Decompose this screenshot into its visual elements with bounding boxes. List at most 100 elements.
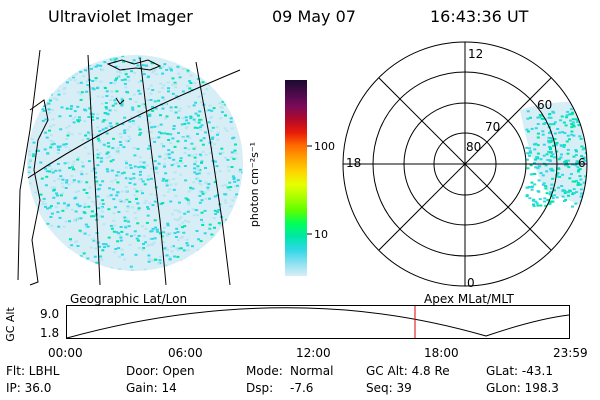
emission-pixel: [179, 173, 183, 176]
emission-pixel: [218, 59, 222, 62]
emission-pixel: [65, 74, 69, 77]
emission-pixel: [124, 73, 128, 76]
emission-pixel: [175, 236, 178, 238]
emission-pixel: [115, 149, 119, 152]
emission-pixel: [114, 79, 117, 82]
emission-pixel: [576, 160, 580, 163]
emission-pixel: [227, 169, 231, 172]
emission-pixel: [51, 58, 55, 61]
emission-pixel: [124, 86, 128, 89]
emission-pixel: [75, 217, 78, 220]
emission-pixel: [135, 237, 139, 240]
emission-pixel: [227, 257, 231, 260]
emission-pixel: [146, 214, 150, 217]
emission-pixel: [52, 188, 56, 191]
emission-pixel: [117, 232, 121, 235]
emission-pixel: [137, 125, 141, 128]
emission-pixel: [131, 106, 135, 109]
emission-pixel: [121, 55, 125, 58]
emission-pixel: [32, 141, 36, 144]
emission-pixel: [194, 153, 198, 156]
emission-pixel: [165, 179, 168, 182]
emission-pixel: [106, 195, 110, 198]
emission-pixel: [118, 234, 122, 237]
emission-pixel: [101, 249, 105, 252]
emission-pixel: [149, 193, 153, 196]
emission-pixel: [553, 156, 556, 159]
emission-pixel: [237, 121, 241, 124]
emission-pixel: [137, 207, 141, 210]
emission-pixel: [550, 167, 554, 170]
emission-pixel: [76, 119, 80, 122]
emission-pixel: [585, 128, 587, 131]
emission-pixel: [225, 218, 229, 221]
emission-pixel: [526, 167, 530, 170]
emission-pixel: [582, 108, 585, 111]
emission-pixel: [94, 65, 98, 68]
emission-pixel: [226, 60, 230, 63]
emission-pixel: [208, 60, 212, 63]
emission-pixel: [586, 131, 587, 134]
emission-pixel: [164, 172, 168, 175]
polar-mlt-6: 6: [578, 156, 586, 170]
emission-pixel: [167, 153, 171, 156]
emission-pixel: [127, 225, 131, 228]
emission-pixel: [145, 164, 149, 167]
emission-pixel: [588, 145, 590, 147]
emission-pixel: [116, 70, 120, 73]
emission-pixel: [99, 160, 103, 163]
emission-pixel: [157, 262, 161, 265]
emission-pixel: [106, 170, 110, 173]
emission-pixel: [575, 150, 578, 153]
emission-pixel: [94, 247, 97, 250]
emission-pixel: [588, 175, 590, 177]
emission-pixel: [572, 188, 576, 191]
emission-pixel: [239, 61, 243, 64]
emission-pixel: [233, 119, 237, 122]
emission-pixel: [197, 182, 201, 185]
emission-pixel: [122, 146, 126, 149]
emission-pixel: [138, 178, 142, 181]
emission-pixel: [550, 123, 554, 126]
emission-pixel: [79, 81, 83, 84]
emission-pixel: [61, 178, 65, 181]
emission-pixel: [38, 92, 42, 95]
emission-pixel: [168, 256, 172, 259]
emission-pixel: [572, 155, 576, 158]
emission-pixel: [168, 258, 172, 261]
emission-pixel: [544, 187, 548, 190]
emission-pixel: [230, 239, 234, 242]
emission-pixel: [104, 127, 108, 130]
emission-pixel: [181, 221, 185, 224]
emission-pixel: [200, 211, 204, 214]
emission-pixel: [68, 148, 72, 151]
emission-pixel: [227, 241, 231, 243]
emission-pixel: [98, 130, 102, 133]
emission-pixel: [548, 200, 552, 203]
emission-pixel: [545, 153, 549, 156]
emission-pixel: [113, 82, 117, 85]
emission-pixel: [96, 87, 99, 90]
emission-pixel: [48, 129, 51, 132]
emission-pixel: [159, 82, 163, 85]
emission-pixel: [46, 259, 50, 262]
emission-pixel: [49, 99, 52, 102]
emission-pixel: [235, 193, 239, 196]
emission-pixel: [47, 102, 51, 105]
longitude-lines: [17, 49, 231, 286]
emission-pixel: [49, 134, 53, 137]
emission-pixel: [146, 99, 150, 102]
polar-mlt-0: 0: [467, 276, 475, 290]
emission-pixel: [171, 77, 175, 80]
emission-pixel: [153, 258, 157, 261]
emission-pixel: [51, 58, 55, 61]
emission-pixel: [150, 167, 154, 170]
emission-pixel: [586, 203, 587, 206]
emission-pixel: [63, 202, 66, 205]
emission-pixel: [536, 190, 540, 193]
emission-pixel: [218, 152, 222, 155]
emission-pixel: [117, 151, 121, 154]
emission-pixel: [85, 192, 89, 194]
emission-pixel: [586, 128, 587, 131]
emission-pixel: [113, 224, 117, 227]
